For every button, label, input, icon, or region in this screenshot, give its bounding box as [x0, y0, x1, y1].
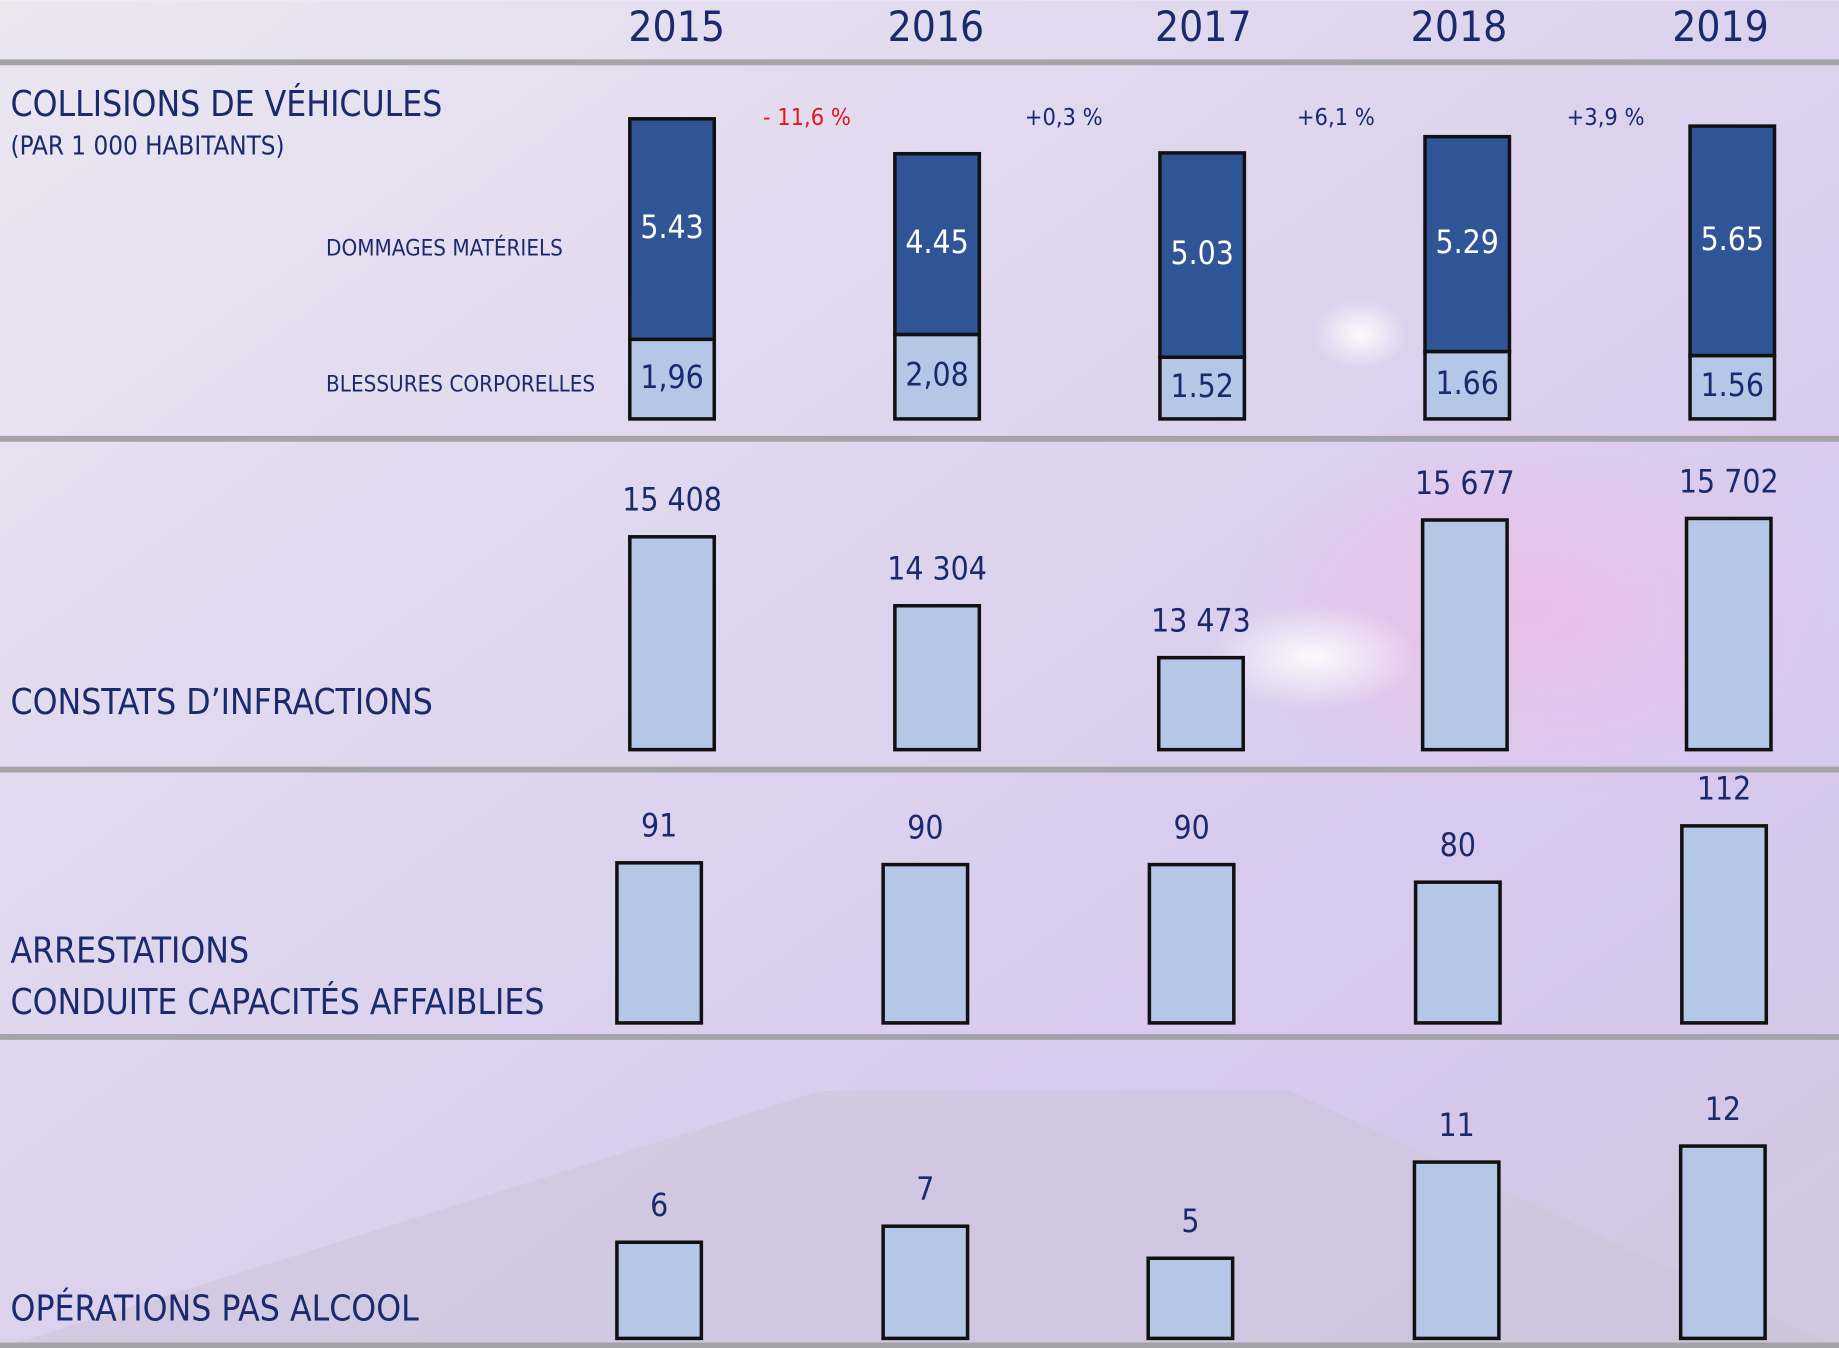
x-tick-label: 2016: [888, 2, 985, 51]
bar: [1687, 518, 1771, 749]
bar: [1414, 1162, 1498, 1338]
bar: [1682, 826, 1766, 1023]
data-label: 90: [907, 810, 943, 846]
panel-title: COLLISIONS DE VÉHICULES: [11, 83, 443, 125]
panel-title: CONDUITE CAPACITÉS AFFAIBLIES: [11, 981, 545, 1023]
data-label: 11: [1439, 1108, 1475, 1144]
legend-label: BLESSURES CORPORELLES: [326, 371, 595, 397]
data-label: 80: [1440, 828, 1476, 864]
data-label: 1.56: [1701, 368, 1764, 404]
data-label: 6: [650, 1188, 668, 1224]
annotation: +3,9 %: [1567, 103, 1645, 131]
panel-title: CONSTATS D’INFRACTIONS: [11, 682, 433, 723]
panel-subtitle: (PAR 1 000 HABITANTS): [11, 131, 285, 161]
annotation: +0,3 %: [1025, 103, 1103, 131]
data-label: 13 473: [1151, 603, 1251, 639]
glow: [1314, 299, 1408, 369]
data-label: 12: [1705, 1092, 1741, 1128]
annotation: +6,1 %: [1297, 103, 1375, 131]
data-label: 1,96: [640, 360, 703, 396]
bar: [630, 537, 714, 750]
legend-label: DOMMAGES MATÉRIELS: [326, 233, 563, 261]
data-label: 15 408: [622, 483, 722, 519]
bar: [617, 1242, 701, 1338]
chart: COLLISIONS DE VÉHICULES (PAR 1 000 HABIT…: [0, 0, 1839, 1348]
x-tick-label: 2015: [628, 2, 725, 51]
data-label: 2,08: [905, 358, 968, 394]
data-label: 90: [1173, 810, 1209, 846]
x-tick-label: 2017: [1155, 2, 1252, 51]
x-tick-label: 2019: [1672, 2, 1769, 51]
data-label: 14 304: [887, 552, 987, 588]
bar: [1681, 1146, 1765, 1338]
bar: [1416, 882, 1500, 1023]
data-label: 5.65: [1701, 222, 1764, 258]
bar: [883, 1226, 967, 1338]
data-label: 1.52: [1170, 369, 1233, 405]
bar: [1148, 1258, 1232, 1338]
page: COLLISIONS DE VÉHICULES (PAR 1 000 HABIT…: [0, 0, 1839, 1348]
bar: [883, 865, 967, 1023]
data-label: 5: [1181, 1204, 1199, 1240]
data-label: 5.03: [1170, 236, 1233, 272]
data-label: 4.45: [905, 225, 968, 261]
bar: [1149, 865, 1233, 1023]
data-label: 5.29: [1436, 225, 1499, 261]
x-tick-label: 2018: [1411, 2, 1508, 51]
bar: [1423, 520, 1507, 750]
bar: [1159, 658, 1243, 750]
data-label: 15 702: [1679, 464, 1779, 500]
panel-title: OPÉRATIONS PAS ALCOOL: [11, 1287, 420, 1329]
bar: [895, 606, 979, 750]
data-label: 15 677: [1415, 466, 1515, 502]
data-label: 7: [916, 1172, 934, 1208]
bar: [617, 863, 701, 1023]
annotation: - 11,6 %: [763, 103, 851, 131]
data-label: 112: [1697, 772, 1751, 808]
data-label: 1.66: [1436, 366, 1499, 402]
data-label: 5.43: [640, 210, 703, 246]
data-label: 91: [641, 809, 677, 845]
panel-title: ARRESTATIONS: [11, 931, 250, 972]
